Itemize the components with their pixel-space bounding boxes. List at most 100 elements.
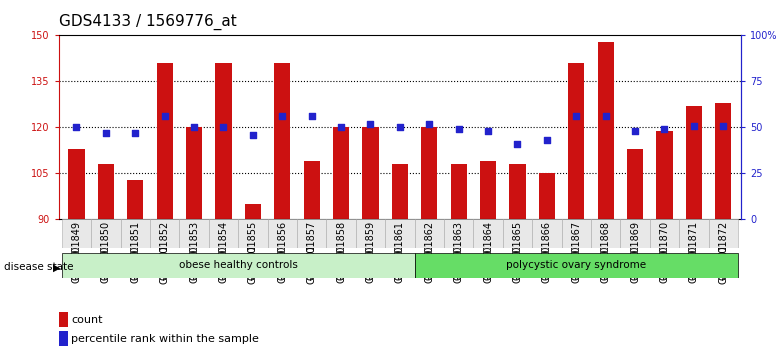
Point — [452, 126, 465, 132]
Point — [335, 125, 347, 130]
Point — [129, 130, 141, 136]
Bar — [326, 219, 356, 248]
Text: GSM201867: GSM201867 — [572, 221, 581, 280]
Bar — [274, 63, 290, 219]
Bar — [444, 219, 474, 248]
Bar — [91, 219, 121, 248]
Text: GSM201852: GSM201852 — [160, 221, 169, 280]
Point — [717, 123, 729, 129]
Bar — [510, 164, 525, 219]
Text: GSM201857: GSM201857 — [307, 221, 317, 280]
Point — [599, 114, 612, 119]
Text: GSM201863: GSM201863 — [454, 221, 463, 280]
Point — [71, 125, 82, 130]
Bar — [627, 149, 643, 219]
Point — [217, 125, 230, 130]
Point — [305, 114, 318, 119]
Point — [629, 128, 641, 134]
Text: GSM201861: GSM201861 — [395, 221, 405, 280]
Bar — [62, 253, 415, 278]
Bar — [333, 127, 349, 219]
Point — [511, 141, 524, 147]
Point — [570, 114, 583, 119]
Bar — [415, 219, 444, 248]
Text: GSM201850: GSM201850 — [101, 221, 111, 280]
Point — [394, 125, 406, 130]
Bar — [480, 161, 496, 219]
Bar — [180, 219, 209, 248]
Text: GSM201865: GSM201865 — [513, 221, 522, 280]
Text: count: count — [71, 315, 103, 325]
Text: GSM201853: GSM201853 — [189, 221, 199, 280]
Bar — [303, 161, 320, 219]
Bar — [539, 173, 555, 219]
Text: GSM201851: GSM201851 — [130, 221, 140, 280]
Bar — [620, 219, 650, 248]
Text: GSM201872: GSM201872 — [718, 221, 728, 280]
Bar — [568, 63, 584, 219]
Bar — [686, 106, 702, 219]
Point — [659, 126, 671, 132]
Bar — [98, 164, 114, 219]
Bar — [186, 127, 202, 219]
Bar — [121, 219, 150, 248]
Text: GSM201862: GSM201862 — [424, 221, 434, 280]
Text: obese healthy controls: obese healthy controls — [179, 261, 298, 270]
Point — [364, 121, 376, 127]
Bar — [157, 63, 172, 219]
Text: GSM201854: GSM201854 — [219, 221, 228, 280]
Bar — [503, 219, 532, 248]
Bar — [362, 127, 379, 219]
Text: ▶: ▶ — [53, 262, 61, 272]
Bar — [474, 219, 503, 248]
Text: polycystic ovary syndrome: polycystic ovary syndrome — [506, 261, 646, 270]
Text: GSM201858: GSM201858 — [336, 221, 346, 280]
Point — [540, 137, 553, 143]
Point — [187, 125, 200, 130]
Bar — [245, 204, 261, 219]
Bar — [216, 63, 231, 219]
Text: GSM201869: GSM201869 — [630, 221, 640, 280]
Bar — [715, 103, 731, 219]
Text: GSM201870: GSM201870 — [659, 221, 670, 280]
Bar — [385, 219, 415, 248]
Bar — [421, 127, 437, 219]
Text: GSM201868: GSM201868 — [601, 221, 611, 280]
Bar — [209, 219, 238, 248]
Bar — [62, 219, 91, 248]
Bar — [451, 164, 466, 219]
Bar — [59, 331, 67, 346]
Bar — [59, 312, 67, 327]
Bar — [127, 179, 143, 219]
Bar — [656, 131, 673, 219]
Point — [481, 128, 494, 134]
Point — [423, 121, 435, 127]
Bar — [532, 219, 561, 248]
Text: GSM201856: GSM201856 — [278, 221, 287, 280]
Bar — [68, 149, 85, 219]
Bar — [597, 41, 614, 219]
Bar — [591, 219, 620, 248]
Bar — [238, 219, 267, 248]
Bar — [150, 219, 180, 248]
Text: percentile rank within the sample: percentile rank within the sample — [71, 334, 259, 344]
Text: GSM201864: GSM201864 — [483, 221, 493, 280]
Bar — [415, 253, 738, 278]
Bar — [267, 219, 297, 248]
Bar — [356, 219, 385, 248]
Bar — [297, 219, 326, 248]
Point — [276, 114, 289, 119]
Bar — [650, 219, 679, 248]
Bar — [709, 219, 738, 248]
Point — [158, 114, 171, 119]
Point — [246, 132, 259, 138]
Text: GDS4133 / 1569776_at: GDS4133 / 1569776_at — [59, 14, 237, 30]
Bar — [679, 219, 709, 248]
Point — [100, 130, 112, 136]
Text: GSM201849: GSM201849 — [71, 221, 82, 280]
Point — [688, 123, 700, 129]
Bar — [561, 219, 591, 248]
Bar — [392, 164, 408, 219]
Text: GSM201871: GSM201871 — [689, 221, 699, 280]
Text: disease state: disease state — [4, 262, 74, 272]
